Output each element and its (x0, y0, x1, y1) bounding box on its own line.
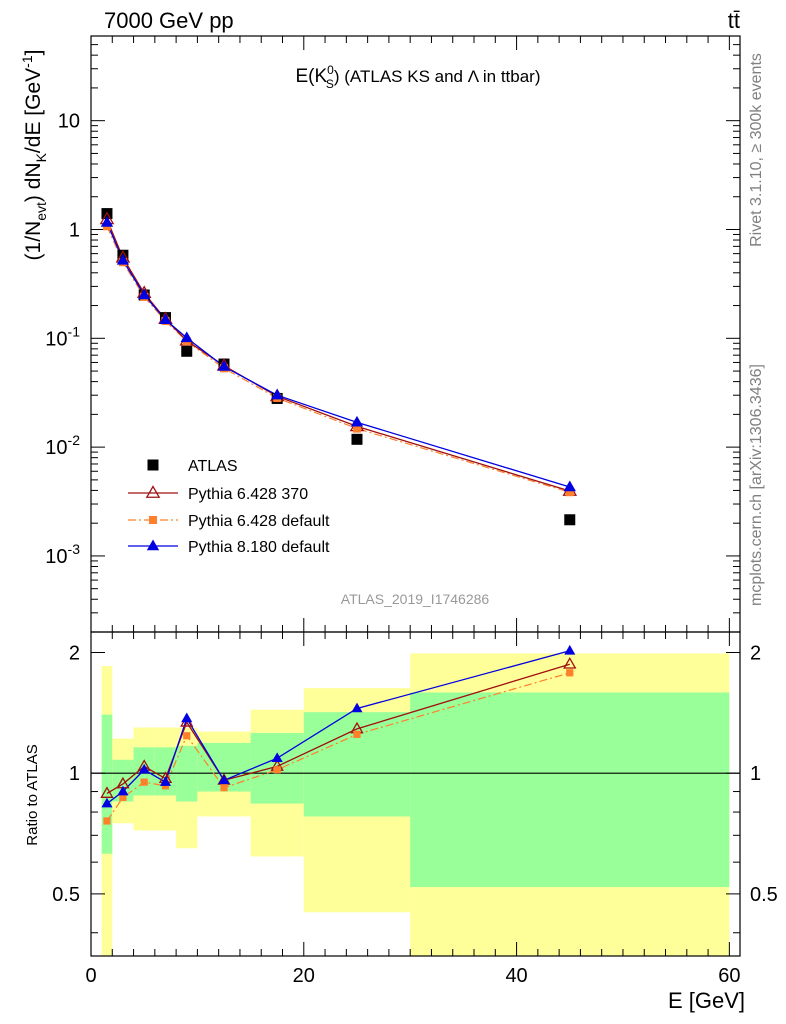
ratio-point-py6_default (220, 784, 228, 792)
ratio-point-py6_default (353, 730, 361, 738)
ratio-point-py8 (271, 752, 283, 762)
ratio-point-py8 (351, 702, 363, 713)
legend-label-atlas: ATLAS (188, 458, 238, 475)
ratio-ticks: 0.5 0.51 12 20 20 40 60 (52, 632, 778, 987)
main-point-atlas (564, 514, 576, 526)
ratio-point-py8 (101, 797, 113, 808)
main-point-py8 (159, 313, 172, 325)
main-series-lines (106, 219, 570, 493)
main-ytick-label: 1 (69, 219, 80, 241)
ratio-point-py6_default (140, 778, 148, 786)
x-axis-label: E [GeV] (668, 988, 745, 1013)
main-point-py8 (138, 288, 151, 300)
ratio-point-py8 (564, 644, 576, 655)
main-point-atlas (181, 345, 193, 357)
ratio-ytick-label-left: 1 (69, 763, 80, 785)
main-ticks: 10-3 10-2 10-1 1 10 (45, 35, 740, 633)
main-point-py8 (180, 331, 193, 343)
ratio-point-py6_default (273, 766, 281, 774)
mcplots-label: mcplots.cern.ch [arXiv:1306.3436] (748, 364, 765, 606)
ratio-ytick-label-left: 2 (69, 643, 80, 665)
band-inner (303, 712, 411, 817)
ratio-ylabel: Ratio to ATLAS (24, 744, 41, 845)
main-point-py8 (217, 360, 231, 371)
xtick-label: 40 (505, 965, 527, 987)
ratio-markers (100, 644, 577, 825)
legend-label-py6_default: Pythia 6.428 default (188, 513, 330, 530)
main-line-py8 (106, 222, 570, 488)
band-inner (410, 692, 730, 888)
main-point-py8 (116, 253, 130, 265)
ratio-point-py6_default (183, 732, 191, 740)
ratio-point-py8 (181, 712, 193, 723)
main-ylabel: (1/Nevt) dNK/dE [GeV-1] (19, 50, 49, 261)
main-title-pre: E(K (295, 66, 327, 87)
ratio-line-py6_370 (106, 663, 570, 795)
ratio-uncertainty-bands (101, 653, 730, 956)
band-inner (112, 759, 134, 802)
main-point-py8 (271, 388, 284, 400)
ratio-ytick-label-right: 0.5 (750, 884, 778, 906)
main-point-py6_default (565, 488, 574, 497)
ratio-point-py6_370 (100, 786, 114, 798)
main-title: E(K0 S) (ATLAS KS and Λ in ttbar) (295, 63, 540, 91)
ratio-point-py6_default (119, 793, 127, 802)
legend-marker-py6_370 (145, 485, 161, 498)
legend-label-py6_370: Pythia 6.428 370 (188, 486, 308, 503)
main-title-sup: 0 (327, 63, 334, 77)
legend-marker-atlas (147, 459, 159, 471)
energy-label: 7000 GeV pp (104, 8, 234, 33)
legend: ATLAS Pythia 6.428 370 Pythia 6.428 defaul… (128, 458, 330, 556)
main-title-post: ) (ATLAS KS and Λ in ttbar) (334, 67, 541, 86)
analysis-label: ATLAS_2019_I1746286 (341, 591, 490, 607)
ratio-ytick-label-right: 1 (750, 763, 761, 785)
main-ytick-label: 10-3 (45, 541, 80, 568)
ratio-plot-frame (90, 631, 741, 957)
main-ytick-label: 10-1 (45, 323, 80, 350)
ratio-point-py8 (138, 763, 150, 774)
ratio-ytick-label-left: 0.5 (52, 884, 80, 906)
main-point-atlas (351, 433, 363, 445)
ratio-point-py8 (218, 774, 230, 785)
ratio-point-py8 (159, 776, 172, 786)
process-label: tt̄ (728, 8, 740, 33)
main-ytick-label: 10 (58, 111, 80, 133)
main-point-py8 (350, 415, 364, 427)
main-line-py6_370 (106, 219, 570, 492)
main-point-py8 (563, 480, 576, 492)
xtick-label: 60 (718, 965, 740, 987)
legend-label-py8: Pythia 8.180 default (188, 539, 330, 556)
main-point-py8 (100, 215, 114, 227)
ratio-point-py8 (117, 785, 129, 796)
legend-marker-py8 (146, 539, 160, 551)
main-line-py6_default (106, 226, 570, 493)
xtick-label: 20 (293, 965, 315, 987)
main-point-py6_default (352, 424, 361, 433)
main-title-sub: S (326, 77, 334, 91)
main-ytick-label: 10-2 (45, 432, 80, 459)
legend-marker-py6_default (149, 516, 157, 524)
ratio-point-py6_370 (563, 657, 577, 669)
main-markers (99, 208, 578, 526)
ratio-point-py6_default (103, 817, 111, 825)
ratio-point-py6_default (566, 669, 574, 677)
xtick-label: 0 (85, 965, 96, 987)
ratio-ytick-label-right: 2 (750, 643, 761, 665)
rivet-label: Rivet 3.1.10, ≥ 300k events (748, 53, 765, 247)
band-inner (101, 714, 113, 854)
